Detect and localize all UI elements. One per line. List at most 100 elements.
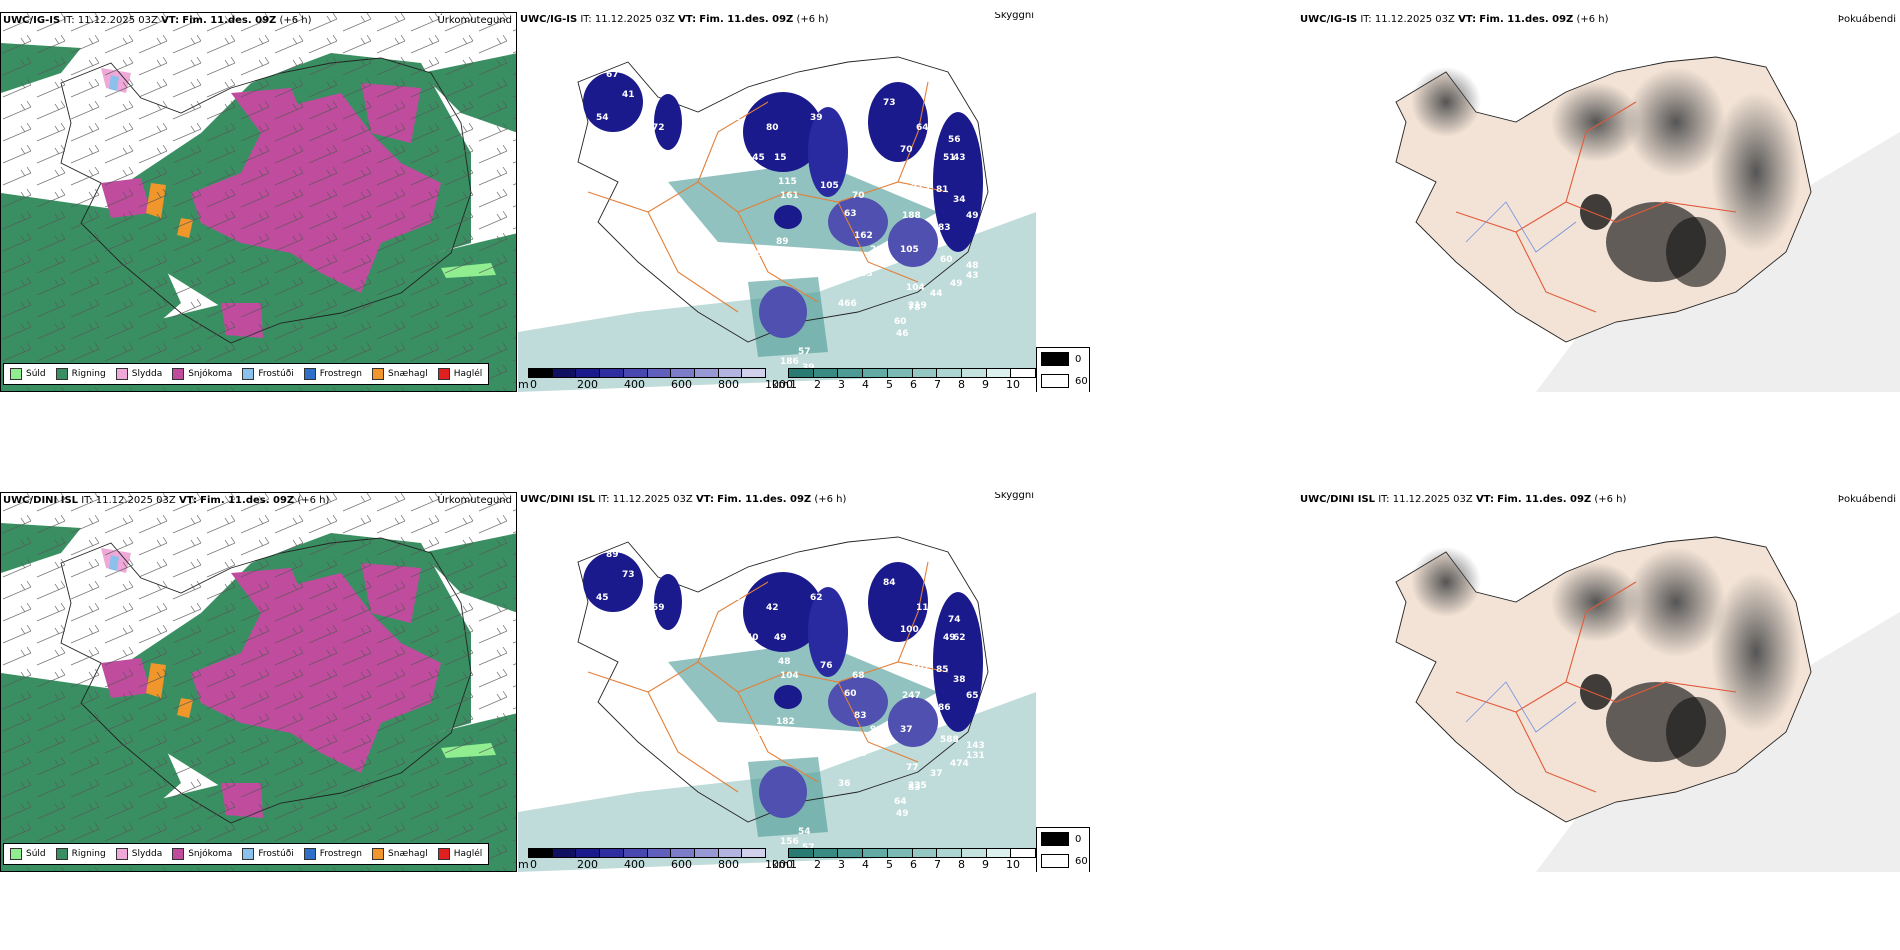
it-label: IT:	[1378, 494, 1390, 505]
vt-label: VT:	[1475, 494, 1494, 505]
lead-time: (+6 h)	[297, 495, 330, 506]
visibility-tick-label: 7	[934, 858, 941, 871]
panel-header: UWC/DINI ISL IT: 11.12.2025 03Z VT: Fim.…	[520, 494, 846, 505]
legend-swatch	[242, 848, 255, 860]
ceiling-value-label: 44	[930, 289, 943, 299]
ceiling-value-label: 42	[766, 603, 779, 613]
ceiling-value-label: 49	[896, 809, 909, 819]
panel-title: Skyggni	[994, 12, 1034, 21]
legend-swatch	[55, 848, 68, 860]
ceiling-value-label: 73	[883, 98, 896, 108]
ceiling-tick-label: 1000	[765, 858, 793, 871]
legend-swatch	[10, 368, 22, 380]
ceiling-value-label: 61	[756, 249, 769, 259]
legend-label: Haglél	[453, 369, 483, 379]
ceiling-value-label: 40	[746, 633, 759, 643]
panel-header: UWC/IG-IS IT: 11.12.2025 03Z VT: Fim. 11…	[3, 15, 312, 26]
ceiling-value-label: 38	[953, 675, 966, 685]
ceiling-value-label: 131	[966, 751, 985, 761]
visibility-tick-label: 4	[862, 378, 869, 391]
ceiling-value-label: 73	[622, 570, 635, 580]
ceiling-value-label: 78	[908, 303, 921, 313]
ceiling-colorbar-bar	[528, 368, 766, 378]
precip-type-panel: UWC/DINI ISL IT: 11.12.2025 03Z VT: Fim.…	[0, 492, 517, 872]
lead-time: (+6 h)	[279, 15, 312, 26]
it-label: IT:	[580, 14, 592, 25]
ceiling-value-label: 84	[728, 593, 741, 603]
legend-label: Snæhagl	[388, 849, 428, 859]
legend-item: Slydda	[115, 848, 162, 860]
ceiling-value-label: 206	[848, 739, 867, 749]
ceiling-value-label: 37	[930, 769, 943, 779]
legend-label: Haglél	[453, 849, 483, 859]
ceiling-value-label: 80	[766, 123, 779, 133]
fog-legend: 0 60	[1036, 827, 1090, 872]
ceiling-colorbar: m 0 200 400 600 800 1000	[518, 368, 793, 391]
it-label: IT:	[81, 495, 93, 506]
ceiling-value-label: 105	[820, 181, 839, 191]
ceiling-value-label: 43	[953, 153, 966, 163]
ceiling-value-label: 76	[820, 661, 833, 671]
visibility-colorbar-bar	[788, 848, 1036, 858]
lead-time: (+6 h)	[796, 14, 829, 25]
ceiling-value-label: 153	[854, 269, 873, 279]
ceiling-value-label: 72	[652, 123, 665, 133]
visibility-tick-label: 5	[886, 378, 893, 391]
model-name: UWC/DINI ISL	[3, 495, 79, 506]
ceiling-value-label: 60	[844, 689, 857, 699]
fog-map	[1036, 12, 1900, 392]
ceiling-value-label: 64	[894, 797, 907, 807]
it-label: IT:	[1360, 14, 1372, 25]
ceiling-value-label: 247	[902, 691, 921, 701]
visibility-colorbar: km 1 2 3 4 5 6 7 8 9 10	[772, 848, 1036, 871]
legend-label: Rigning	[71, 369, 106, 379]
ceiling-value-label: 219	[908, 301, 927, 311]
ceiling-tick-label: 200	[577, 378, 598, 391]
vt-label: VT:	[161, 15, 180, 26]
legend-swatch	[172, 848, 185, 860]
ceiling-value-label: 85	[936, 665, 949, 675]
ceiling-value-label: 474	[950, 759, 969, 769]
ceiling-colorbar: m 0 200 400 600 800 1000	[518, 848, 793, 871]
ceiling-value-label: 182	[776, 717, 795, 727]
fog-legend-bottom-label: 60	[1075, 376, 1088, 387]
ceiling-value-label: 70	[900, 145, 913, 155]
visibility-colorbar: km 1 2 3 4 5 6 7 8 9 10	[772, 368, 1036, 391]
ceiling-value-label: 110	[916, 603, 935, 613]
it-label: IT:	[63, 15, 75, 26]
ceiling-value-label: 186	[780, 357, 799, 367]
ceiling-value-label: 142	[608, 643, 627, 653]
vt-label: VT:	[1458, 14, 1477, 25]
ceiling-value-label: 51	[943, 153, 956, 163]
ceiling-tick-label: 200	[577, 858, 598, 871]
ceiling-value-label: 49	[774, 633, 787, 643]
ceiling-tick-label: 400	[624, 378, 645, 391]
visibility-unit: km	[772, 858, 790, 871]
ceiling-value-label: 588	[940, 735, 959, 745]
it-value: 11.12.2025 03Z	[77, 15, 158, 26]
panel-title: Úrkomutegund	[437, 495, 512, 506]
ceiling-tick-label: 800	[718, 378, 739, 391]
legend-item: Haglél	[437, 368, 483, 380]
ceiling-value-label: 213	[848, 259, 867, 269]
visibility-tick-label: 3	[838, 378, 845, 391]
precip-map	[1, 13, 516, 391]
legend-item: Frostregn	[303, 848, 363, 860]
panel-title: Þokuábendi	[1837, 14, 1896, 25]
legend-item: Frostregn	[303, 368, 362, 380]
ceiling-value-label: 77	[906, 763, 919, 773]
legend-swatch	[115, 848, 128, 860]
model-name: UWC/IG-IS	[520, 14, 578, 25]
ceiling-value-label: 105	[900, 245, 919, 255]
visibility-tick-label: 4	[862, 858, 869, 871]
ceiling-value-label: 143	[966, 741, 985, 751]
it-value: 11.12.2025 03Z	[594, 14, 675, 25]
legend-label: Frostregn	[319, 849, 363, 859]
fog-legend-top-label: 0	[1075, 834, 1082, 845]
legend-swatch	[437, 368, 450, 380]
legend-swatch	[172, 368, 185, 380]
legend-item: Rigning	[55, 368, 106, 380]
legend-swatch	[372, 848, 385, 860]
ceiling-value-label: 43	[966, 271, 979, 281]
